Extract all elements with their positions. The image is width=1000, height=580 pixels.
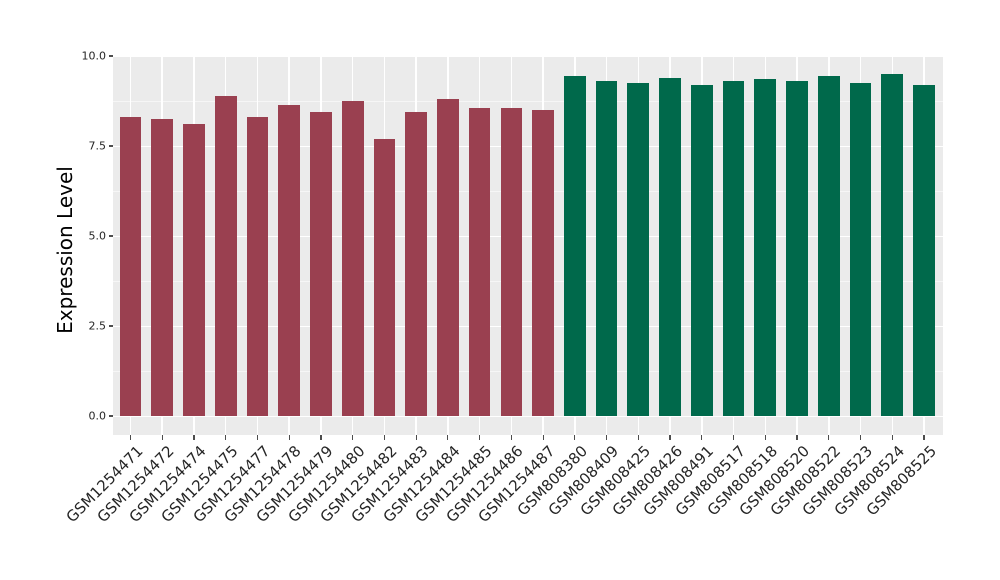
y-tick-mark [108,55,113,57]
major-gridline [113,56,943,57]
bar-GSM808520 [786,81,808,416]
x-tick-mark [796,435,798,440]
y-tick-mark [108,145,113,147]
minor-gridline [113,281,943,282]
x-tick-mark [320,435,322,440]
bar-GSM808425 [627,83,650,416]
bar-GSM1254477 [246,117,269,416]
y-tick-label: 0.0 [88,409,107,423]
x-tick-mark [891,435,893,440]
x-tick-mark [510,435,512,440]
y-tick-mark [108,235,113,237]
x-tick-mark [542,435,544,440]
plot-panel [113,56,943,435]
x-tick-mark [383,435,385,440]
major-gridline [113,145,943,147]
major-gridline [113,235,943,237]
bar-GSM1254485 [468,108,491,416]
y-tick-label: 10.0 [81,49,107,63]
bar-GSM808517 [722,81,745,416]
y-tick-label: 5.0 [88,229,107,243]
x-tick-mark [352,435,354,440]
x-tick-mark [701,435,703,440]
y-tick-label: 2.5 [88,319,107,333]
y-axis-title-text: Expression Level [53,166,77,334]
x-tick-mark [288,435,290,440]
bar-GSM1254475 [214,95,237,416]
minor-gridline [113,101,943,102]
bar-GSM1254474 [183,124,205,416]
bar-GSM808380 [564,75,586,416]
bar-GSM1254478 [278,104,301,416]
x-tick-mark [606,435,608,440]
x-tick-mark [225,435,227,440]
bar-GSM1254479 [310,111,332,416]
bar-GSM808491 [690,84,713,416]
x-tick-mark [859,435,862,440]
bar-GSM808523 [849,83,872,416]
bar-GSM808426 [659,77,681,416]
x-tick-mark [447,435,449,440]
bar-GSM1254487 [532,110,554,416]
x-tick-mark [415,435,417,440]
bar-GSM808524 [881,74,904,416]
x-tick-mark [256,435,259,440]
x-tick-mark [923,435,925,440]
bar-GSM808518 [754,79,777,416]
bar-GSM1254483 [405,111,427,416]
bar-GSM1254480 [341,101,364,416]
x-tick-mark [479,435,481,440]
bar-GSM808409 [595,81,618,416]
major-gridline [113,415,943,417]
bar-GSM1254486 [500,108,523,416]
x-tick-mark [637,435,639,440]
bar-GSM1254482 [373,138,396,416]
bar-GSM808522 [817,75,840,416]
minor-gridline [113,191,943,192]
bar-GSM1254484 [437,99,459,416]
x-tick-mark [828,435,830,440]
bar-GSM1254471 [119,117,142,416]
y-tick-mark [108,415,113,417]
x-tick-mark [193,435,195,440]
x-tick-mark [161,435,163,440]
y-tick-mark [108,325,113,327]
x-tick-mark [669,435,671,440]
x-tick-mark [129,435,132,440]
x-tick-mark [764,435,766,440]
bar-GSM808525 [913,84,935,416]
y-tick-label: 7.5 [88,139,107,153]
x-tick-mark [732,435,735,440]
x-tick-mark [574,435,576,440]
major-gridline [113,325,943,327]
minor-gridline [113,371,943,372]
bar-GSM1254472 [151,119,174,416]
